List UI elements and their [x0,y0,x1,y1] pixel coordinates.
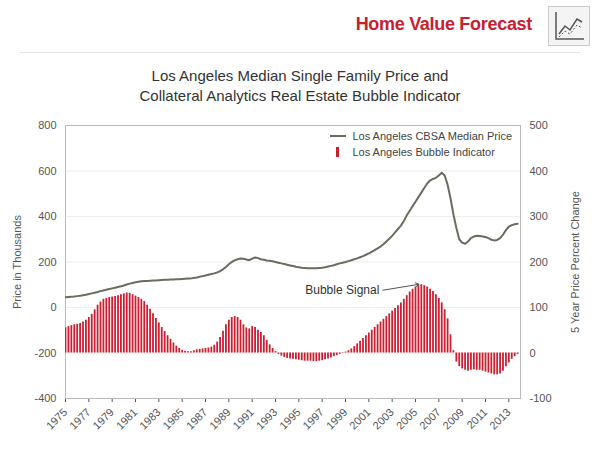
svg-text:2009: 2009 [440,406,466,432]
svg-text:0: 0 [50,301,56,313]
svg-text:-200: -200 [34,347,56,359]
svg-text:Price in Thousands: Price in Thousands [11,215,23,309]
svg-text:-100: -100 [530,392,552,404]
svg-text:2003: 2003 [370,406,396,432]
svg-text:2011: 2011 [464,406,489,431]
svg-text:200: 200 [38,256,56,268]
svg-text:0: 0 [530,347,536,359]
svg-text:1981: 1981 [114,406,140,432]
svg-text:200: 200 [530,256,548,268]
svg-text:1999: 1999 [324,406,350,432]
html-text:Los Angeles CBSA Median Price: Los Angeles CBSA Median Price [352,130,512,142]
html-text:Los Angeles Bubble Indicator: Los Angeles Bubble Indicator [352,146,495,158]
svg-text:1987: 1987 [184,406,210,432]
svg-text:1989: 1989 [207,406,233,432]
svg-text:2013: 2013 [487,406,513,432]
svg-text:800: 800 [38,119,56,131]
svg-text:2005: 2005 [394,406,420,432]
svg-text:1991: 1991 [230,406,256,432]
svg-text:1995: 1995 [277,406,303,432]
svg-text:1975: 1975 [44,406,70,432]
svg-text:300: 300 [530,210,548,222]
svg-text:1979: 1979 [90,406,116,432]
svg-text:Bubble Signal: Bubble Signal [305,283,379,297]
svg-text:500: 500 [530,119,548,131]
svg-text:2007: 2007 [417,406,443,432]
svg-text:600: 600 [38,165,56,177]
svg-text:400: 400 [530,165,548,177]
svg-text:2001: 2001 [347,406,373,432]
svg-text:1985: 1985 [160,406,186,432]
svg-text:5 Year Price Percent Change: 5 Year Price Percent Change [569,191,581,333]
svg-text:400: 400 [38,210,56,222]
svg-text:1997: 1997 [300,406,326,432]
svg-text:100: 100 [530,301,548,313]
svg-text:1977: 1977 [67,406,93,432]
html-text:Los Angeles Median Single Fami: Los Angeles Median Single Family Price a… [139,67,461,104]
svg-text:1983: 1983 [137,406,163,432]
svg-text:1993: 1993 [254,406,280,432]
svg-text:-400: -400 [34,392,56,404]
html-text:Home Value Forecast: Home Value Forecast [355,14,532,34]
